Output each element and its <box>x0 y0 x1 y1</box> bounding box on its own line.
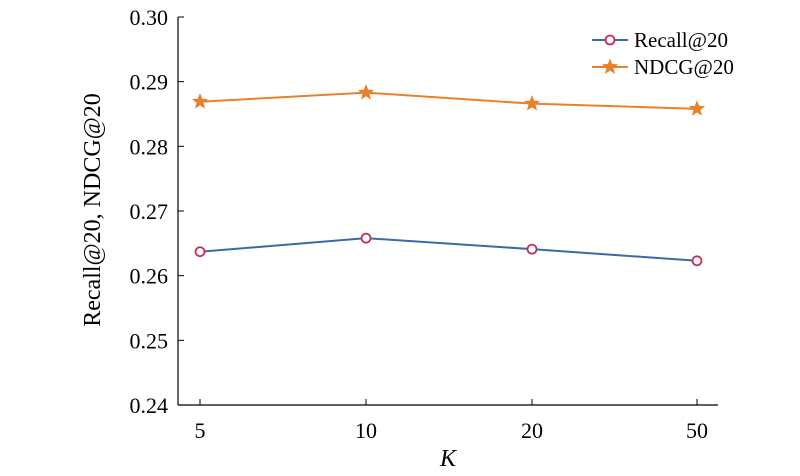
data-point <box>357 83 375 100</box>
y-tick-label: 0.25 <box>130 328 169 353</box>
legend-label: Recall@20 <box>634 28 728 52</box>
legend-marker <box>604 34 616 46</box>
series-line <box>199 237 698 262</box>
legend-item: NDCG@20 <box>592 55 734 79</box>
data-point <box>360 232 372 244</box>
legend: Recall@20 NDCG@20 <box>592 28 734 79</box>
y-tick-label: 0.28 <box>130 134 169 159</box>
y-tick-label: 0.29 <box>130 70 169 95</box>
y-ticks: 0.24 0.25 0.26 0.27 0.28 0.29 0.30 <box>130 5 184 418</box>
y-tick-label: 0.30 <box>130 5 169 30</box>
data-point <box>691 255 703 267</box>
data-point <box>194 246 206 258</box>
x-tick-label: 5 <box>195 418 206 443</box>
series-ndcg-20 <box>191 83 706 116</box>
legend-marker <box>601 58 619 75</box>
x-tick-label: 10 <box>355 418 377 443</box>
data-point <box>526 243 538 255</box>
data-point <box>191 93 209 109</box>
data-point <box>523 94 541 111</box>
series-group <box>191 83 706 267</box>
series-recall-20 <box>194 232 703 267</box>
y-axis-label: Recall@20, NDCG@20 <box>80 93 106 327</box>
x-ticks: 5 10 20 50 <box>195 399 708 443</box>
x-axis-label: K <box>439 446 458 472</box>
data-point <box>688 100 706 116</box>
series-line <box>199 91 698 110</box>
x-tick-label: 20 <box>521 418 543 443</box>
x-tick-label: 50 <box>686 418 708 443</box>
legend-item: Recall@20 <box>592 28 728 52</box>
y-tick-label: 0.26 <box>130 264 169 289</box>
y-tick-label: 0.24 <box>130 393 169 418</box>
y-tick-label: 0.27 <box>130 199 169 224</box>
legend-label: NDCG@20 <box>634 55 734 79</box>
